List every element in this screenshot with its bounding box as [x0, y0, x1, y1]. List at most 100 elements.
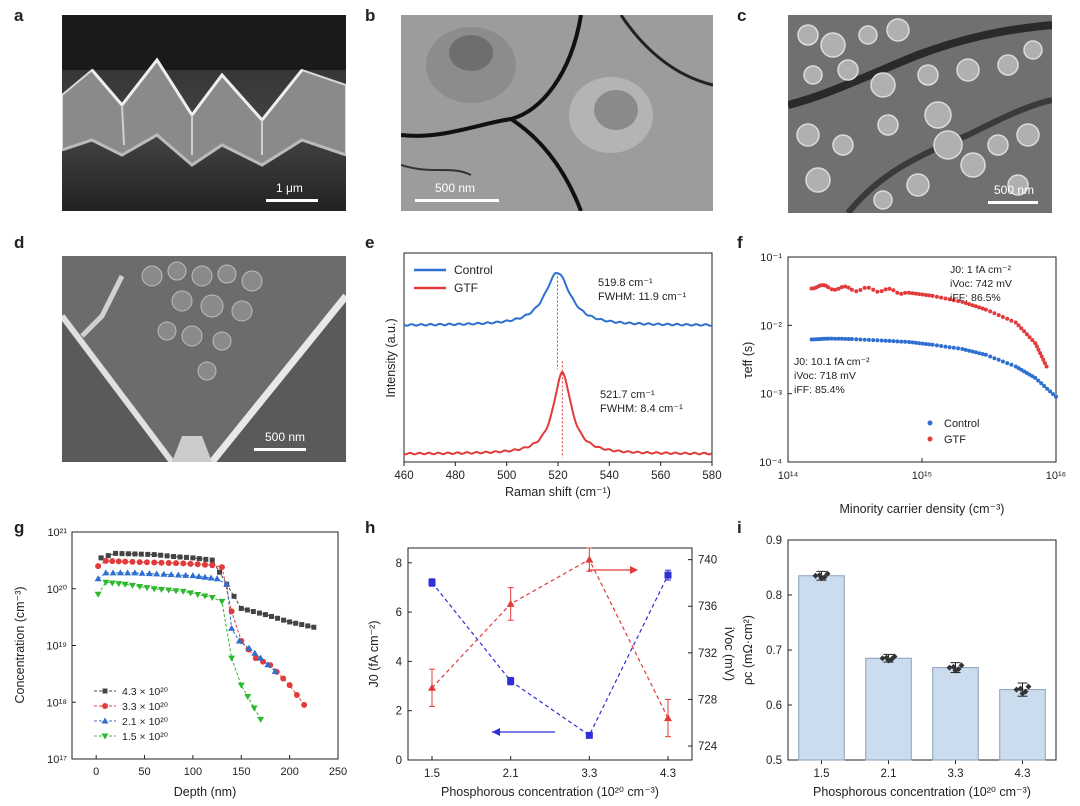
data-point	[996, 313, 1001, 318]
data-point	[228, 655, 236, 662]
series-j0	[428, 569, 672, 739]
data-point	[917, 341, 922, 346]
data-point	[923, 342, 928, 346]
data-point	[854, 337, 859, 342]
chart-e-xlabel: Raman shift (cm⁻¹)	[505, 485, 611, 499]
data-point	[257, 654, 265, 661]
series-line	[97, 572, 276, 672]
chart-e-ylabel: Intensity (a.u.)	[384, 318, 398, 397]
data-point	[1005, 361, 1010, 366]
data-point	[846, 285, 851, 290]
data-point	[102, 569, 110, 576]
y-tick-label-right: 736	[698, 601, 717, 613]
data-point	[879, 655, 886, 662]
data-point	[920, 292, 925, 297]
data-point	[109, 569, 117, 576]
data-point	[946, 664, 953, 671]
data-point	[973, 350, 978, 355]
data-point	[428, 683, 436, 691]
data-point	[275, 615, 281, 621]
y-tick-label-left: 0	[396, 755, 402, 767]
data-point	[1033, 375, 1038, 380]
x-tick-label: 100	[184, 766, 202, 778]
series-ivoc	[428, 547, 672, 738]
data-point	[913, 340, 918, 345]
bar-3.3	[932, 662, 979, 761]
data-point	[818, 575, 825, 582]
data-point	[910, 340, 915, 345]
data-point	[237, 682, 245, 689]
data-point	[250, 609, 256, 615]
data-point	[128, 582, 136, 589]
chart-e-axes	[403, 252, 713, 463]
data-point	[907, 340, 911, 344]
data-point	[839, 336, 844, 341]
data-point	[1016, 323, 1021, 328]
x-tick-label: 500	[497, 470, 516, 482]
data-point	[812, 572, 819, 579]
chart-e-raman: 460 480 500 520 540 560 580 Raman shift (cm⁻¹)…	[384, 252, 722, 499]
scale-bar-label: 500 nm	[994, 183, 1035, 197]
y-tick-label: 10⁻²	[760, 320, 782, 332]
data-point	[1045, 386, 1050, 391]
data-point	[910, 291, 915, 296]
data-point	[101, 733, 109, 740]
data-point	[956, 346, 961, 351]
data-point	[257, 716, 265, 723]
data-point	[286, 682, 293, 689]
data-point	[956, 299, 961, 304]
panel-label-e: e	[365, 233, 375, 252]
data-point	[218, 598, 226, 605]
data-point	[311, 624, 317, 630]
chart-h-ylabel-right: iVoc (mV)	[722, 627, 735, 681]
panel-label-g: g	[14, 518, 25, 537]
data-point	[866, 337, 871, 342]
data-point	[256, 610, 262, 616]
series-line	[431, 558, 669, 719]
data-point	[849, 337, 854, 341]
data-point	[151, 552, 157, 558]
annot-gtf-peak: 521.7 cm⁻¹	[600, 389, 655, 401]
data-point	[943, 344, 948, 349]
data-point	[1013, 686, 1020, 693]
legend-3-3: 3.3 × 10²⁰	[122, 701, 169, 713]
data-point	[138, 569, 146, 576]
y-tick-label: 0.5	[766, 755, 782, 767]
data-point	[862, 337, 867, 342]
data-point	[165, 587, 173, 594]
data-point	[250, 705, 258, 712]
data-point	[970, 303, 975, 308]
x-tick-label: 4.3	[1015, 768, 1031, 780]
x-tick-label: 4.3	[660, 768, 676, 780]
data-point	[887, 338, 892, 343]
y-tick-label-right: 732	[698, 648, 717, 660]
data-point	[891, 653, 898, 660]
data-point	[967, 348, 972, 353]
data-point	[287, 619, 293, 625]
data-point	[269, 613, 274, 619]
data-point	[1042, 361, 1047, 366]
x-tick-label: 2.1	[881, 768, 897, 780]
series-control-points	[809, 336, 1058, 399]
data-point	[903, 290, 908, 295]
data-point	[293, 620, 299, 626]
data-point	[132, 551, 138, 557]
x-tick-label: 150	[232, 766, 250, 778]
data-point	[108, 580, 116, 587]
data-point	[1009, 318, 1014, 323]
x-tick-label: 540	[600, 470, 619, 482]
series-line	[97, 581, 262, 720]
data-point	[113, 550, 119, 556]
chart-f-xlabel: Minority carrier density (cm⁻³)	[840, 502, 1005, 516]
data-point	[231, 593, 237, 599]
chart-h-j0-ivoc: 1.5 2.1 3.3 4.3 0 2 4 6 8 724 728 732 736 740 Phospho…	[367, 547, 735, 799]
data-point	[1054, 394, 1058, 399]
annot-gtf-j0: J0: 1 fA cm⁻²	[950, 264, 1011, 276]
bar	[932, 667, 979, 761]
data-point	[846, 337, 851, 341]
data-point	[124, 569, 132, 576]
data-point	[947, 345, 952, 350]
data-point	[245, 644, 253, 651]
data-point	[1051, 392, 1055, 397]
panel-label-a: a	[14, 6, 24, 25]
